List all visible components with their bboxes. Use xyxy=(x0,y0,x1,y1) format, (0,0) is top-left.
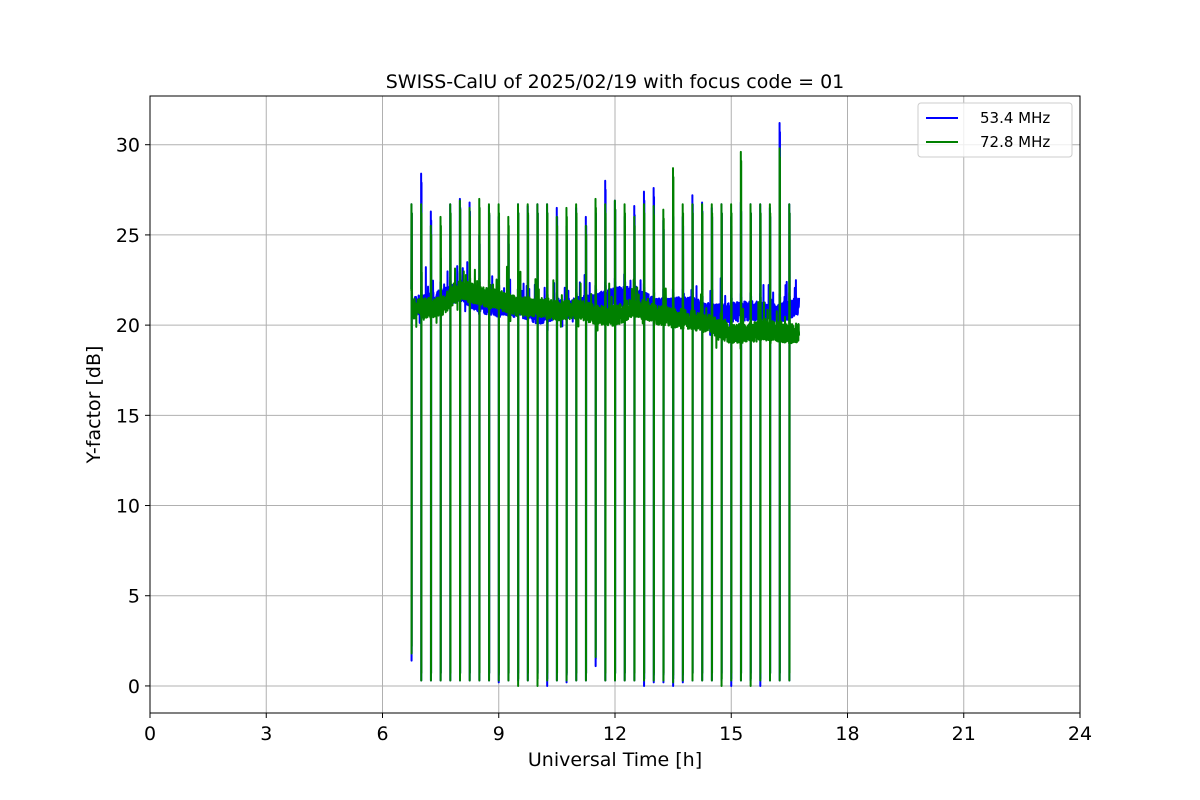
legend: 53.4 MHz 72.8 MHz xyxy=(917,102,1073,158)
series-layer xyxy=(410,122,801,687)
legend-box xyxy=(917,102,1073,158)
y-tick-label: 25 xyxy=(116,225,140,247)
legend-entry: 72.8 MHz xyxy=(980,133,1050,151)
x-tick-label: 21 xyxy=(952,723,976,745)
y-tick-label: 15 xyxy=(116,405,140,427)
x-tick-label: 9 xyxy=(493,723,505,745)
x-axis-label: Universal Time [h] xyxy=(528,749,702,771)
x-tick-label: 6 xyxy=(376,723,388,745)
y-axis-label: Y-factor [dB] xyxy=(83,346,105,465)
y-tick-label: 0 xyxy=(128,676,140,698)
x-axis-ticks: 0 3 6 9 12 15 18 21 24 xyxy=(144,713,1092,745)
x-tick-label: 18 xyxy=(835,723,859,745)
y-tick-label: 30 xyxy=(116,135,140,157)
y-tick-label: 5 xyxy=(128,586,140,608)
series-line xyxy=(410,147,801,687)
legend-entry: 53.4 MHz xyxy=(980,109,1050,127)
x-tick-label: 15 xyxy=(719,723,743,745)
x-tick-label: 3 xyxy=(260,723,272,745)
x-tick-label: 0 xyxy=(144,723,156,745)
y-tick-label: 10 xyxy=(116,496,140,518)
x-tick-label: 12 xyxy=(603,723,627,745)
y-tick-label: 20 xyxy=(116,315,140,337)
x-tick-label: 24 xyxy=(1068,723,1092,745)
y-axis-ticks: 0 5 10 15 20 25 30 xyxy=(116,135,150,698)
chart-title: SWISS-CalU of 2025/02/19 with focus code… xyxy=(386,71,845,93)
